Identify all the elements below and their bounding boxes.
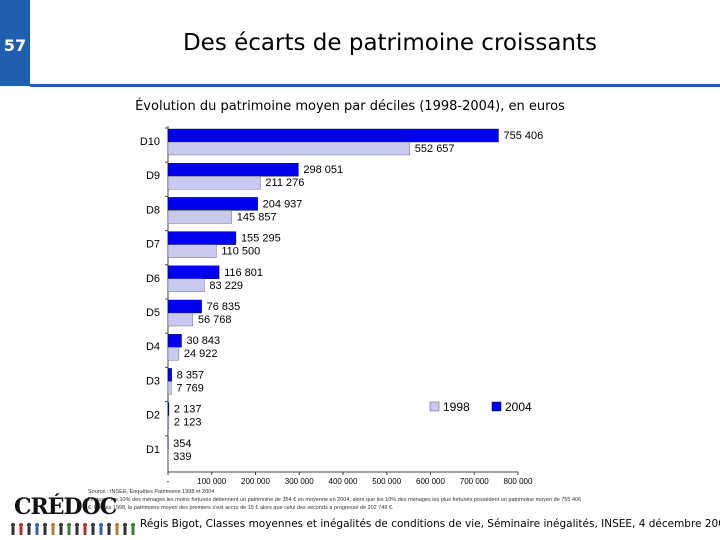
header-band — [0, 0, 720, 88]
x-tick-label: 600 000 — [416, 477, 445, 486]
data-label-1998: 83 229 — [209, 280, 243, 292]
data-label-2004: 298 051 — [303, 164, 343, 176]
category-label: D1 — [146, 444, 160, 456]
bar-1998 — [167, 175, 261, 190]
bar-2004 — [167, 197, 258, 211]
category-label: D4 — [146, 341, 160, 353]
bar-2004 — [167, 162, 299, 177]
x-tick-label: 500 000 — [372, 477, 401, 486]
bar-1998 — [167, 312, 194, 327]
category-label: D5 — [146, 307, 160, 319]
footer-credit: Régis Bigot, Classes moyennes et inégali… — [140, 518, 720, 530]
data-label-1998: 56 768 — [198, 314, 232, 326]
data-label-2004: 30 843 — [186, 335, 220, 347]
x-tick-label: 300 000 — [285, 477, 314, 486]
category-label: D7 — [146, 239, 160, 251]
data-label-2004: 8 357 — [177, 369, 205, 381]
data-label-1998: 110 500 — [221, 246, 260, 258]
x-tick-label: 200 000 — [241, 477, 270, 486]
bar-1998 — [167, 347, 180, 361]
data-label-2004: 155 295 — [241, 233, 281, 245]
category-label: D9 — [146, 170, 160, 182]
data-label-1998: 7 769 — [176, 382, 204, 394]
data-label-2004: 755 406 — [503, 130, 543, 142]
data-label-2004: 354 — [173, 438, 191, 450]
slide-title: Des écarts de patrimoine croissants — [182, 30, 598, 56]
legend-label-1998: 1998 — [443, 400, 470, 414]
category-label: D8 — [146, 204, 160, 216]
category-label: D2 — [146, 410, 160, 422]
legend-label-2004: 2004 — [505, 400, 532, 414]
data-label-1998: 24 922 — [184, 348, 218, 360]
x-tick-label: - — [167, 477, 170, 486]
bar-1998 — [167, 210, 233, 224]
logo-figures-icon — [11, 523, 135, 535]
legend-swatch-2004 — [491, 401, 502, 412]
source-note: Source : INSEE, Enquêtes Patrimoine 1998… — [88, 489, 718, 512]
data-label-2004: 116 801 — [224, 267, 263, 279]
x-tick-label: 400 000 — [329, 477, 358, 486]
bar-1998 — [167, 278, 205, 292]
data-label-1998: 145 857 — [237, 211, 277, 223]
x-tick-label: 100 000 — [197, 477, 226, 486]
bar-2004 — [167, 368, 172, 382]
data-label-1998: 2 123 — [174, 417, 202, 429]
source-line: Source : INSEE, Enquêtes Patrimoine 1998… — [88, 489, 215, 495]
slide-number: 57 — [3, 36, 27, 55]
data-label-2004: 76 835 — [207, 301, 241, 313]
bar-2004 — [167, 128, 499, 143]
bar-2004 — [167, 402, 170, 416]
chart-title: Évolution du patrimoine moyen par décile… — [135, 99, 565, 114]
category-label: D3 — [146, 375, 160, 387]
logo-text: CRÉDOC — [14, 494, 117, 520]
bar-1998 — [167, 244, 217, 258]
reading-line-continued: €. Depuis 1998, le patrimoine moyen des … — [88, 504, 394, 511]
slide-number-box — [0, 0, 30, 86]
data-label-1998: 339 — [173, 451, 191, 463]
data-label-1998: 211 276 — [265, 177, 304, 189]
header-divider — [30, 84, 720, 87]
bar-2004 — [167, 265, 220, 279]
data-label-1998: 552 657 — [415, 143, 455, 155]
x-tick-label: 700 000 — [460, 477, 489, 486]
category-label: D6 — [146, 273, 160, 285]
bar-1998 — [167, 381, 172, 395]
bar-2004 — [167, 334, 182, 348]
legend-swatch-1998 — [429, 401, 440, 412]
bar-2004 — [167, 299, 202, 314]
bar-1998 — [167, 415, 170, 429]
credoc-logo: CRÉDOC — [8, 494, 135, 536]
data-label-2004: 2 137 — [174, 404, 202, 416]
data-label-2004: 204 937 — [263, 198, 303, 210]
category-label: D10 — [140, 136, 160, 148]
x-tick-label: 800 000 — [504, 477, 533, 486]
reading-line: Lecture : les 10% des ménages les moins … — [88, 496, 582, 503]
bar-1998 — [167, 141, 410, 156]
bar-2004 — [167, 231, 237, 245]
